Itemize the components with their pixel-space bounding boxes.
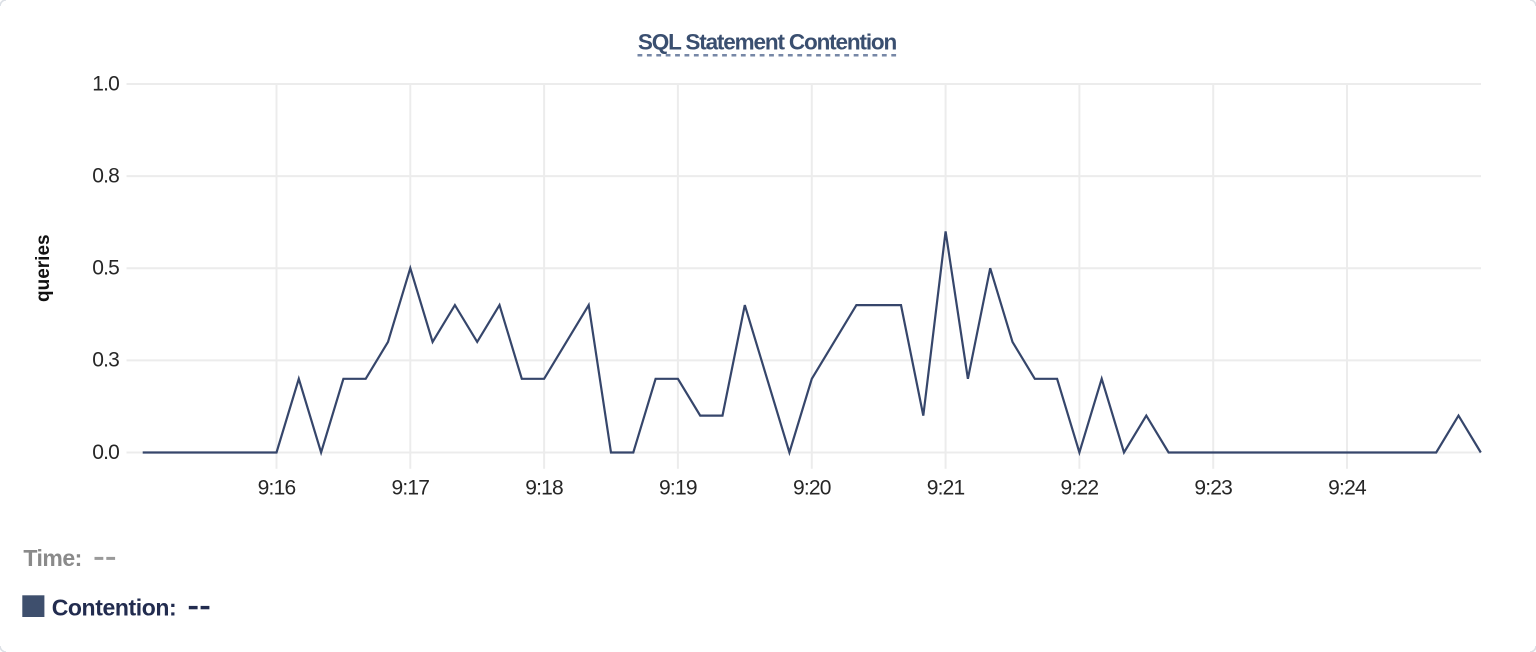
- svg-text:SQL Statement Contention: SQL Statement Contention: [638, 30, 897, 55]
- svg-text:9:23: 9:23: [1194, 477, 1232, 500]
- svg-text:queries: queries: [33, 234, 54, 302]
- svg-text:9:21: 9:21: [927, 477, 965, 500]
- svg-text:9:20: 9:20: [793, 477, 831, 500]
- svg-text:0.3: 0.3: [92, 349, 119, 372]
- svg-text:9:24: 9:24: [1328, 477, 1367, 500]
- svg-text:9:22: 9:22: [1061, 477, 1099, 500]
- svg-text:0.8: 0.8: [92, 164, 119, 187]
- svg-text:9:16: 9:16: [258, 477, 296, 500]
- svg-text:9:17: 9:17: [391, 477, 429, 500]
- svg-text:1.0: 1.0: [92, 72, 119, 95]
- svg-text:0.0: 0.0: [92, 441, 119, 464]
- svg-text:0.5: 0.5: [92, 257, 119, 280]
- svg-text:9:19: 9:19: [659, 477, 697, 500]
- svg-text:Contention:: Contention:: [52, 595, 177, 621]
- svg-text:9:18: 9:18: [525, 477, 563, 500]
- svg-text:Time:: Time:: [23, 545, 81, 571]
